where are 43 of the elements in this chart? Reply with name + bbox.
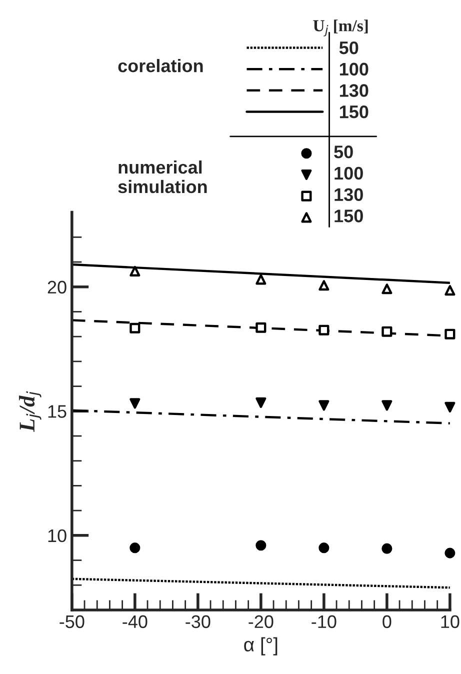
point [444,285,456,296]
point [318,542,330,554]
legend-title: U$_{j}$ [m/s] [313,20,368,36]
point [382,284,392,294]
legend-label: 100 [340,62,368,76]
x-tick-label: -10 [312,615,336,628]
point [130,398,140,409]
legend-label: 150 [334,210,363,222]
point [382,326,392,337]
x-axis-title: α [°] [244,637,278,656]
y-tick-label: 10 [48,529,66,542]
point [444,548,456,558]
point [318,280,330,291]
legend-label: 50 [334,146,353,158]
point [256,540,266,551]
x-tick-label: -30 [186,615,210,628]
point [382,543,392,554]
legend-label: 100 [334,166,363,180]
x-tick-label: 10 [441,615,460,628]
point [256,397,266,408]
x-tick-label: -40 [122,615,148,628]
x-tick-label: -20 [248,615,274,628]
point [318,324,330,336]
text: corelation [118,58,203,72]
y-tick-label: 15 [48,405,66,418]
point [130,322,140,334]
point [318,400,330,411]
text: numerical simulation [118,160,207,194]
y-axis-title: L$_{j}$/d$_{j}$ [18,391,42,432]
legend-label: 130 [334,188,363,202]
point [256,274,266,285]
point [130,542,140,554]
point [130,266,140,276]
point [444,402,456,412]
point [382,400,392,411]
legend-label: 150 [340,105,368,118]
x-tick-label: -50 [60,615,84,628]
x-tick-label: 0 [382,615,392,628]
legend-label: 50 [339,41,358,54]
point [256,322,266,333]
y-tick-label: 20 [48,280,66,294]
point [444,328,456,340]
legend-label: 130 [340,84,368,97]
